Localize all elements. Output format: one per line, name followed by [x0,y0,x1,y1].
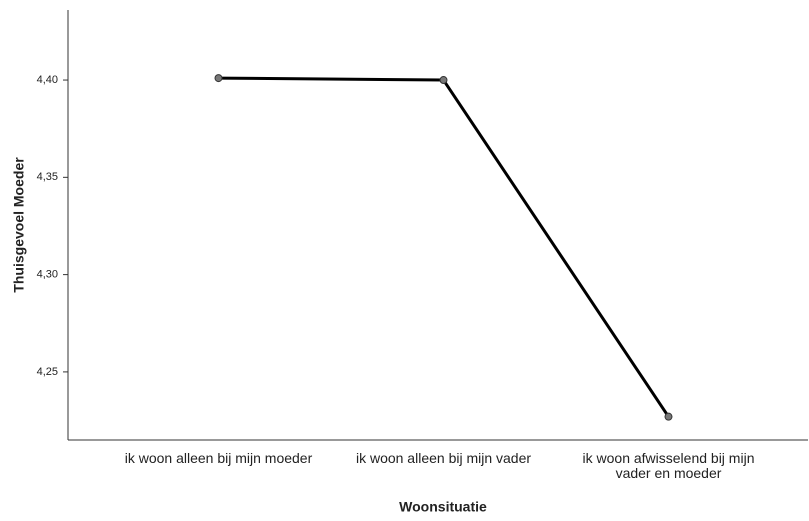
y-tick-label: 4,35 [37,171,58,183]
y-tick-label: 4,30 [37,269,58,281]
line [218,76,670,418]
point [664,412,673,421]
x-tick-label: ik woon alleen bij mijn vader [355,450,532,466]
y-tick-label: 4,25 [37,366,58,378]
y-tick-label: 4,40 [37,74,58,86]
point [439,76,448,85]
x-tick-label: ik woon alleen bij mijn moeder [124,450,313,466]
y-axis-title: Thuisgevoel Moeder [11,157,27,293]
point [214,74,223,83]
x-axis-title: Woonsituatie [399,499,487,515]
x-tick-label: ik woon afwisselend bij mijn vader en mo… [582,450,755,481]
